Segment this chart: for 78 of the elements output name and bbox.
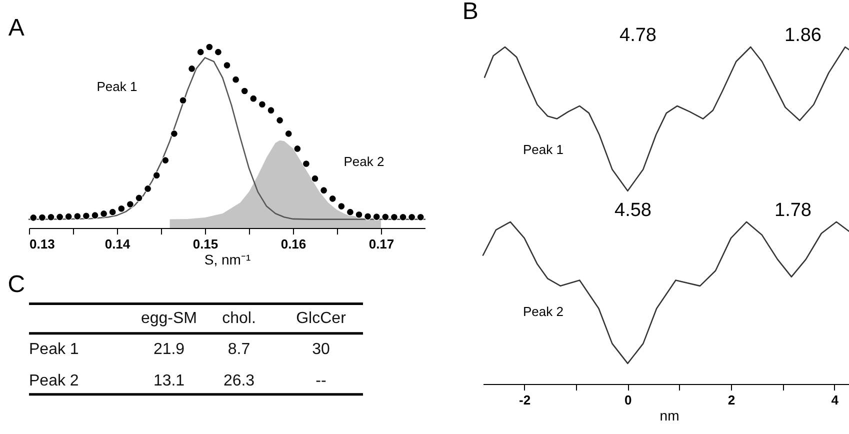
point bbox=[338, 202, 346, 210]
point bbox=[118, 204, 126, 212]
point bbox=[416, 213, 424, 221]
point bbox=[355, 210, 363, 218]
point bbox=[223, 62, 231, 70]
category-label: Peak 1 bbox=[29, 341, 79, 358]
x-axis-title: S, nm⁻¹ bbox=[204, 252, 251, 268]
point bbox=[56, 213, 64, 221]
text: 1.86 bbox=[784, 25, 822, 46]
chart-title: B bbox=[462, 0, 478, 25]
annotation: Peak 2 bbox=[344, 154, 384, 169]
point bbox=[47, 213, 55, 221]
point bbox=[214, 48, 222, 56]
point bbox=[144, 184, 152, 192]
point bbox=[399, 213, 407, 221]
point bbox=[100, 210, 108, 218]
x-tick-label: 0.13 bbox=[30, 236, 55, 252]
point bbox=[408, 213, 416, 221]
annotation: 4.58 bbox=[614, 200, 652, 221]
point bbox=[206, 43, 214, 51]
x-tick-label: 4 bbox=[831, 392, 840, 408]
point bbox=[91, 212, 99, 220]
text: 30 bbox=[312, 341, 330, 358]
point bbox=[328, 194, 336, 202]
point bbox=[82, 212, 90, 220]
point bbox=[232, 76, 240, 84]
point bbox=[162, 156, 170, 164]
point bbox=[302, 160, 310, 168]
category-label: chol. bbox=[222, 310, 256, 327]
point bbox=[372, 213, 380, 221]
x-tick-label: 0.14 bbox=[104, 236, 131, 252]
text: -- bbox=[316, 372, 326, 390]
category-label: egg-SM bbox=[140, 310, 198, 327]
point bbox=[74, 212, 82, 220]
point bbox=[382, 213, 390, 221]
x-tick-label: 0.16 bbox=[280, 236, 306, 252]
annotation: Peak 1 bbox=[96, 79, 138, 94]
point bbox=[179, 96, 187, 104]
point bbox=[267, 106, 275, 114]
point bbox=[320, 186, 328, 194]
series-label: Peak 2 bbox=[523, 304, 564, 319]
point bbox=[64, 212, 72, 220]
point bbox=[364, 212, 372, 220]
point bbox=[390, 213, 398, 221]
series-label: Peak 1 bbox=[523, 142, 564, 157]
x-tick-label: -2 bbox=[519, 392, 531, 408]
text: 8.7 bbox=[228, 341, 250, 358]
x-tick-label: 0.17 bbox=[368, 236, 394, 252]
text: 26.3 bbox=[223, 372, 255, 390]
chart-title: A bbox=[8, 14, 24, 42]
point bbox=[276, 116, 284, 124]
x-tick-label: 0.15 bbox=[192, 236, 218, 252]
category-label: GlcCer bbox=[296, 310, 347, 327]
point bbox=[170, 130, 178, 138]
point bbox=[346, 208, 354, 216]
point bbox=[152, 172, 160, 180]
point bbox=[38, 214, 46, 222]
point bbox=[188, 64, 196, 72]
x-tick-label: 2 bbox=[728, 392, 736, 408]
category-label: Peak 2 bbox=[29, 372, 79, 390]
point bbox=[311, 174, 319, 182]
point bbox=[108, 208, 116, 216]
point bbox=[135, 194, 143, 202]
point bbox=[284, 130, 292, 138]
text: 13.1 bbox=[153, 372, 185, 390]
point bbox=[126, 200, 134, 208]
x-axis-title: nm bbox=[660, 408, 680, 424]
x-tick-label: 0 bbox=[624, 392, 632, 408]
point bbox=[294, 144, 302, 152]
text: C bbox=[8, 271, 26, 298]
point bbox=[258, 100, 266, 108]
point bbox=[250, 94, 258, 102]
text: 4.78 bbox=[620, 25, 656, 46]
point bbox=[240, 87, 248, 95]
point bbox=[30, 214, 38, 222]
point bbox=[196, 48, 204, 56]
text: 21.9 bbox=[153, 341, 185, 358]
annotation: 1.78 bbox=[774, 200, 812, 221]
